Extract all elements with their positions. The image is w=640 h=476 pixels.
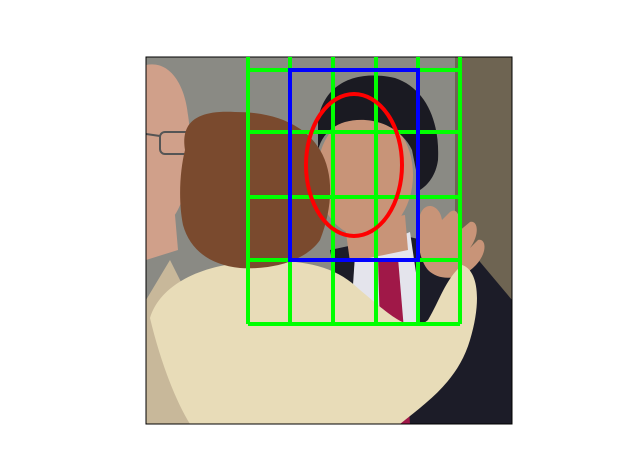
photo-frame bbox=[145, 56, 513, 425]
photo bbox=[146, 57, 512, 424]
face-bounding-box bbox=[288, 68, 420, 262]
woman-hair bbox=[180, 111, 331, 269]
man-face bbox=[317, 113, 413, 237]
old-man-head bbox=[146, 64, 190, 233]
man-hair bbox=[318, 75, 439, 190]
old-man-neck bbox=[146, 215, 178, 260]
face-ellipse bbox=[304, 92, 404, 238]
woman-blouse bbox=[150, 260, 477, 424]
